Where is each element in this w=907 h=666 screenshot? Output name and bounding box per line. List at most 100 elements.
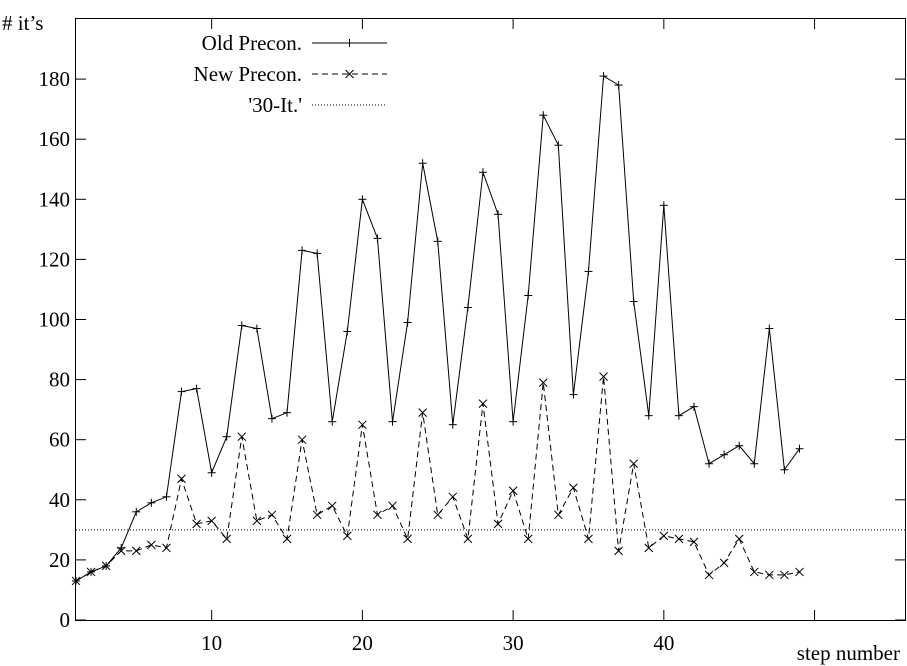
series-1-point (674, 411, 683, 420)
series-1-point (147, 498, 156, 507)
series-1-point (222, 432, 231, 441)
legend-label: '30-It.' (248, 93, 302, 117)
series-2-point (448, 492, 458, 502)
series-2-point (599, 372, 608, 381)
series-2-point (508, 486, 518, 496)
series-1-point (478, 168, 487, 177)
y-tick-label: 20 (49, 548, 70, 572)
series-2-point (116, 546, 126, 556)
series-1-point (705, 459, 714, 468)
series-2-point (704, 570, 714, 580)
series-2-point (192, 519, 201, 529)
series-2-point (86, 567, 96, 577)
series-1-point (388, 417, 397, 426)
x-tick-label: 20 (352, 631, 373, 655)
legend-label: Old Precon. (202, 31, 302, 55)
y-tick-label: 160 (39, 127, 71, 151)
series-1-point (524, 291, 533, 300)
series-1-point (313, 249, 322, 258)
series-1-point (584, 267, 593, 276)
legend: Old Precon. New Precon. '30-It.' (194, 31, 387, 117)
series-1-point (614, 81, 623, 90)
series-line-2 (75, 376, 800, 582)
series-2-point (327, 501, 337, 511)
y-tick-label: 100 (39, 308, 71, 332)
series-1-point (237, 321, 246, 330)
series-1-point (629, 297, 638, 306)
series-1-point (252, 324, 261, 333)
y-tick-label: 140 (39, 187, 71, 211)
series-2-point (659, 531, 669, 541)
x-tick-label: 40 (653, 631, 674, 655)
series-2-point (162, 543, 171, 553)
series-1-point (735, 441, 744, 450)
series-2-point (177, 474, 186, 484)
series-1-point (644, 411, 653, 420)
series-2-point (312, 510, 322, 520)
series-1-point (418, 159, 427, 168)
x-tick-label: 30 (503, 631, 524, 655)
series-2-point (463, 534, 473, 544)
series-2-point (538, 378, 548, 387)
x-tick-label: 10 (201, 631, 222, 655)
series-2-point (719, 558, 729, 568)
y-axis-label: # it’s (2, 11, 43, 35)
series-1-point (780, 465, 789, 474)
x-axis-label: step number (797, 641, 900, 665)
series-1-point (162, 492, 171, 501)
series-2-point (403, 534, 412, 544)
series-2-point (252, 516, 262, 526)
series-2-point (342, 531, 352, 541)
series-2-point (689, 537, 699, 547)
series-1-point (267, 414, 276, 423)
series-1-point (554, 141, 563, 150)
series-2-point (569, 483, 578, 493)
series-1-point (463, 303, 472, 312)
series-2-point (71, 576, 81, 586)
series-2-point (749, 567, 759, 577)
y-tick-label: 40 (49, 488, 70, 512)
series-2-point (584, 534, 593, 544)
series-2-point (795, 567, 804, 577)
series-1-point (132, 507, 141, 516)
series-1-point (358, 195, 367, 204)
legend-label: New Precon. (194, 62, 302, 86)
series-1-point (373, 234, 382, 243)
series-2-point (433, 510, 443, 520)
series-1-point (448, 420, 457, 429)
series-line-1 (75, 75, 800, 582)
series-1-point (689, 402, 698, 411)
series-1-point (207, 468, 216, 477)
series-2-point (297, 435, 307, 445)
series-2-point (674, 534, 684, 544)
series-1-point (192, 384, 201, 393)
series-2-point (418, 408, 428, 418)
series-1-point (750, 459, 759, 468)
series-1-point (765, 324, 774, 333)
series-2-point (734, 534, 744, 544)
series-1-point (659, 201, 668, 210)
series-2-point (207, 516, 217, 526)
series-2-point (614, 546, 623, 556)
series-2-point (478, 399, 488, 408)
series-1-point (298, 246, 307, 255)
series-1-point (795, 444, 804, 453)
series-1-point (403, 318, 412, 327)
series-2-point (267, 510, 277, 520)
series-2-point (131, 546, 141, 556)
series-2-point (358, 420, 367, 430)
series-1-point (539, 111, 548, 120)
series-1-point (283, 408, 292, 417)
series-2-point (147, 540, 156, 550)
series-1-point (328, 417, 337, 426)
series-2-point (780, 570, 789, 580)
series-2-point (388, 501, 397, 511)
series-1-point (177, 387, 186, 396)
series-2-point (764, 570, 774, 580)
series-2-point (282, 534, 292, 544)
series-1-point (599, 72, 608, 81)
series-1-point (569, 390, 578, 399)
series-2-point (222, 534, 232, 544)
y-tick-label: 120 (39, 247, 71, 271)
